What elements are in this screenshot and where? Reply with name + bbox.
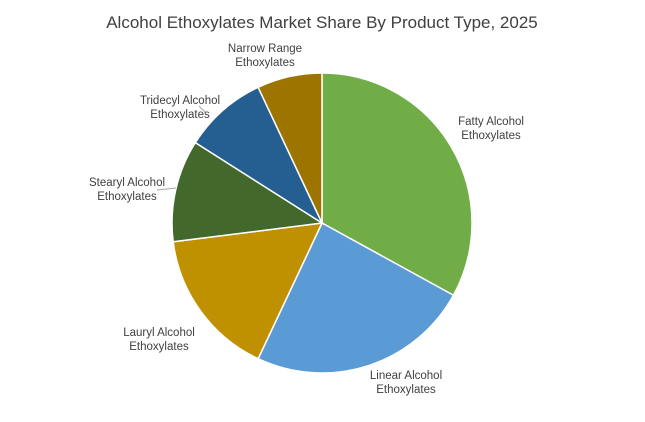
- pie-slice-fatty-alcohol-ethoxylates: [321, 72, 473, 297]
- pie-slice-linear-alcohol-ethoxylates: [257, 221, 455, 374]
- leader-lines: [156, 105, 206, 191]
- slice-label-line: Stearyl Alcohol: [89, 177, 165, 189]
- chart-title: Alcohol Ethoxylates Market Share By Prod…: [106, 13, 538, 32]
- slice-label-linear-alcohol-ethoxylates: Linear Alcohol Ethoxylates: [370, 370, 442, 396]
- slice-label-line: Ethoxylates: [97, 191, 157, 203]
- slice-label-line: Ethoxylates: [235, 57, 295, 69]
- leader-line-stearyl-alcohol-ethoxylates: [156, 187, 177, 191]
- slice-label-line: Narrow Range: [228, 43, 302, 55]
- slice-label-line: Ethoxylates: [376, 384, 436, 396]
- pie-slices: [171, 72, 473, 374]
- pie-slice-lauryl-alcohol-ethoxylates: [172, 222, 324, 360]
- pie-slice-tridecyl-alcohol-ethoxylates: [194, 86, 324, 226]
- pie-slice-narrow-range-ethoxylates: [257, 72, 323, 224]
- slice-label-line: Ethoxylates: [150, 109, 210, 121]
- slice-label-line: Lauryl Alcohol: [123, 327, 195, 339]
- slice-label-stearyl-alcohol-ethoxylates: Stearyl Alcohol Ethoxylates: [89, 177, 165, 203]
- pie-slice-stearyl-alcohol-ethoxylates: [171, 141, 325, 243]
- slice-label-line: Ethoxylates: [129, 341, 189, 353]
- slice-label-tridecyl-alcohol-ethoxylates: Tridecyl Alcohol Ethoxylates: [140, 95, 220, 121]
- slice-label-line: Tridecyl Alcohol: [140, 95, 220, 107]
- slice-label-narrow-range-ethoxylates: Narrow Range Ethoxylates: [228, 43, 302, 69]
- slice-label-line: Fatty Alcohol: [458, 116, 524, 128]
- slice-label-fatty-alcohol-ethoxylates: Fatty Alcohol Ethoxylates: [458, 116, 524, 142]
- slice-labels: Fatty Alcohol Ethoxylates Linear Alcohol Et…: [89, 43, 524, 396]
- leader-line-tridecyl-alcohol-ethoxylates: [198, 105, 206, 113]
- slice-label-line: Ethoxylates: [461, 130, 521, 142]
- slice-label-line: Linear Alcohol: [370, 370, 442, 382]
- slice-label-lauryl-alcohol-ethoxylates: Lauryl Alcohol Ethoxylates: [123, 327, 195, 353]
